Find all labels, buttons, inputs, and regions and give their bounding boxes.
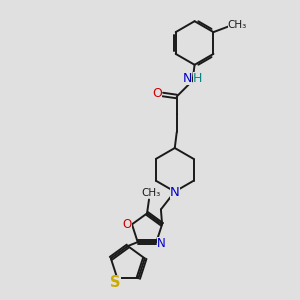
Text: O: O: [152, 87, 162, 100]
Text: O: O: [122, 218, 132, 231]
Text: N: N: [170, 186, 180, 199]
Text: N: N: [183, 72, 192, 85]
Text: N: N: [157, 237, 166, 250]
Text: H: H: [193, 72, 202, 85]
Text: CH₃: CH₃: [228, 20, 247, 30]
Text: CH₃: CH₃: [141, 188, 160, 198]
Text: S: S: [110, 275, 121, 290]
